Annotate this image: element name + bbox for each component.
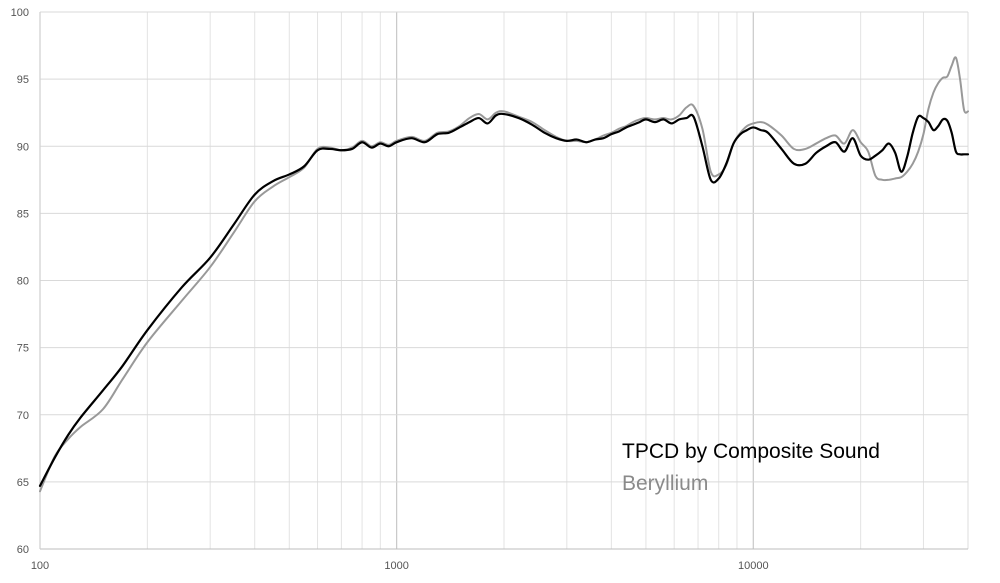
y-tick-label: 70 xyxy=(17,410,29,422)
x-tick-label: 100 xyxy=(31,560,49,572)
y-tick-labels: 60 65 70 75 80 85 90 95 100 xyxy=(11,7,29,556)
y-tick-label: 100 xyxy=(11,7,29,19)
legend: TPCD by Composite Sound Beryllium xyxy=(622,440,880,495)
x-tick-label: 10000 xyxy=(738,560,769,572)
series-lines xyxy=(38,56,970,493)
x-tick-label: 1000 xyxy=(384,560,408,572)
y-tick-label: 60 xyxy=(17,544,29,556)
y-tick-label: 90 xyxy=(17,141,29,153)
series-line-tpcd xyxy=(38,112,970,487)
grid xyxy=(39,11,969,550)
y-tick-label: 85 xyxy=(17,208,29,220)
y-tick-label: 75 xyxy=(17,343,29,355)
y-tick-label: 95 xyxy=(17,74,29,86)
x-tick-labels: 100 1000 10000 xyxy=(31,560,769,572)
legend-entry-tpcd: TPCD by Composite Sound xyxy=(622,440,880,463)
legend-entry-beryllium: Beryllium xyxy=(622,472,708,495)
y-tick-label: 65 xyxy=(17,477,29,489)
y-tick-label: 80 xyxy=(17,276,29,288)
